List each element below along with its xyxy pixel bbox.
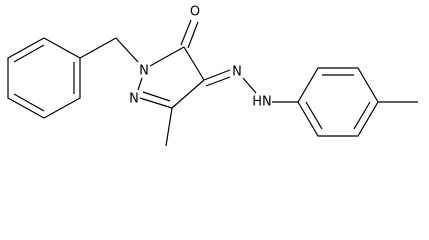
double-bond (13, 44, 45, 63)
atom-label: O (190, 5, 200, 20)
benzene-ring (7, 37, 81, 119)
bond (139, 97, 173, 109)
bond (79, 37, 117, 59)
bond (205, 76, 231, 87)
bond (149, 46, 185, 67)
benzene-ring (297, 67, 379, 137)
bond (171, 79, 205, 109)
double-bond (13, 93, 45, 112)
structure: O N N N HN (7, 5, 418, 147)
bond (165, 107, 173, 147)
atom-label: HN (252, 95, 272, 110)
atom-label: N (139, 64, 149, 79)
bond (203, 69, 231, 81)
bond (187, 21, 199, 49)
bond (242, 77, 257, 94)
atom-label: N (232, 65, 242, 80)
double-bond (353, 101, 371, 130)
atom-label: N (129, 92, 139, 107)
bond (183, 46, 205, 81)
bond (137, 77, 143, 91)
bond (180, 19, 192, 46)
double-bond (142, 91, 171, 102)
bonds (7, 19, 418, 147)
double-bond (305, 101, 323, 130)
bond (115, 37, 139, 63)
